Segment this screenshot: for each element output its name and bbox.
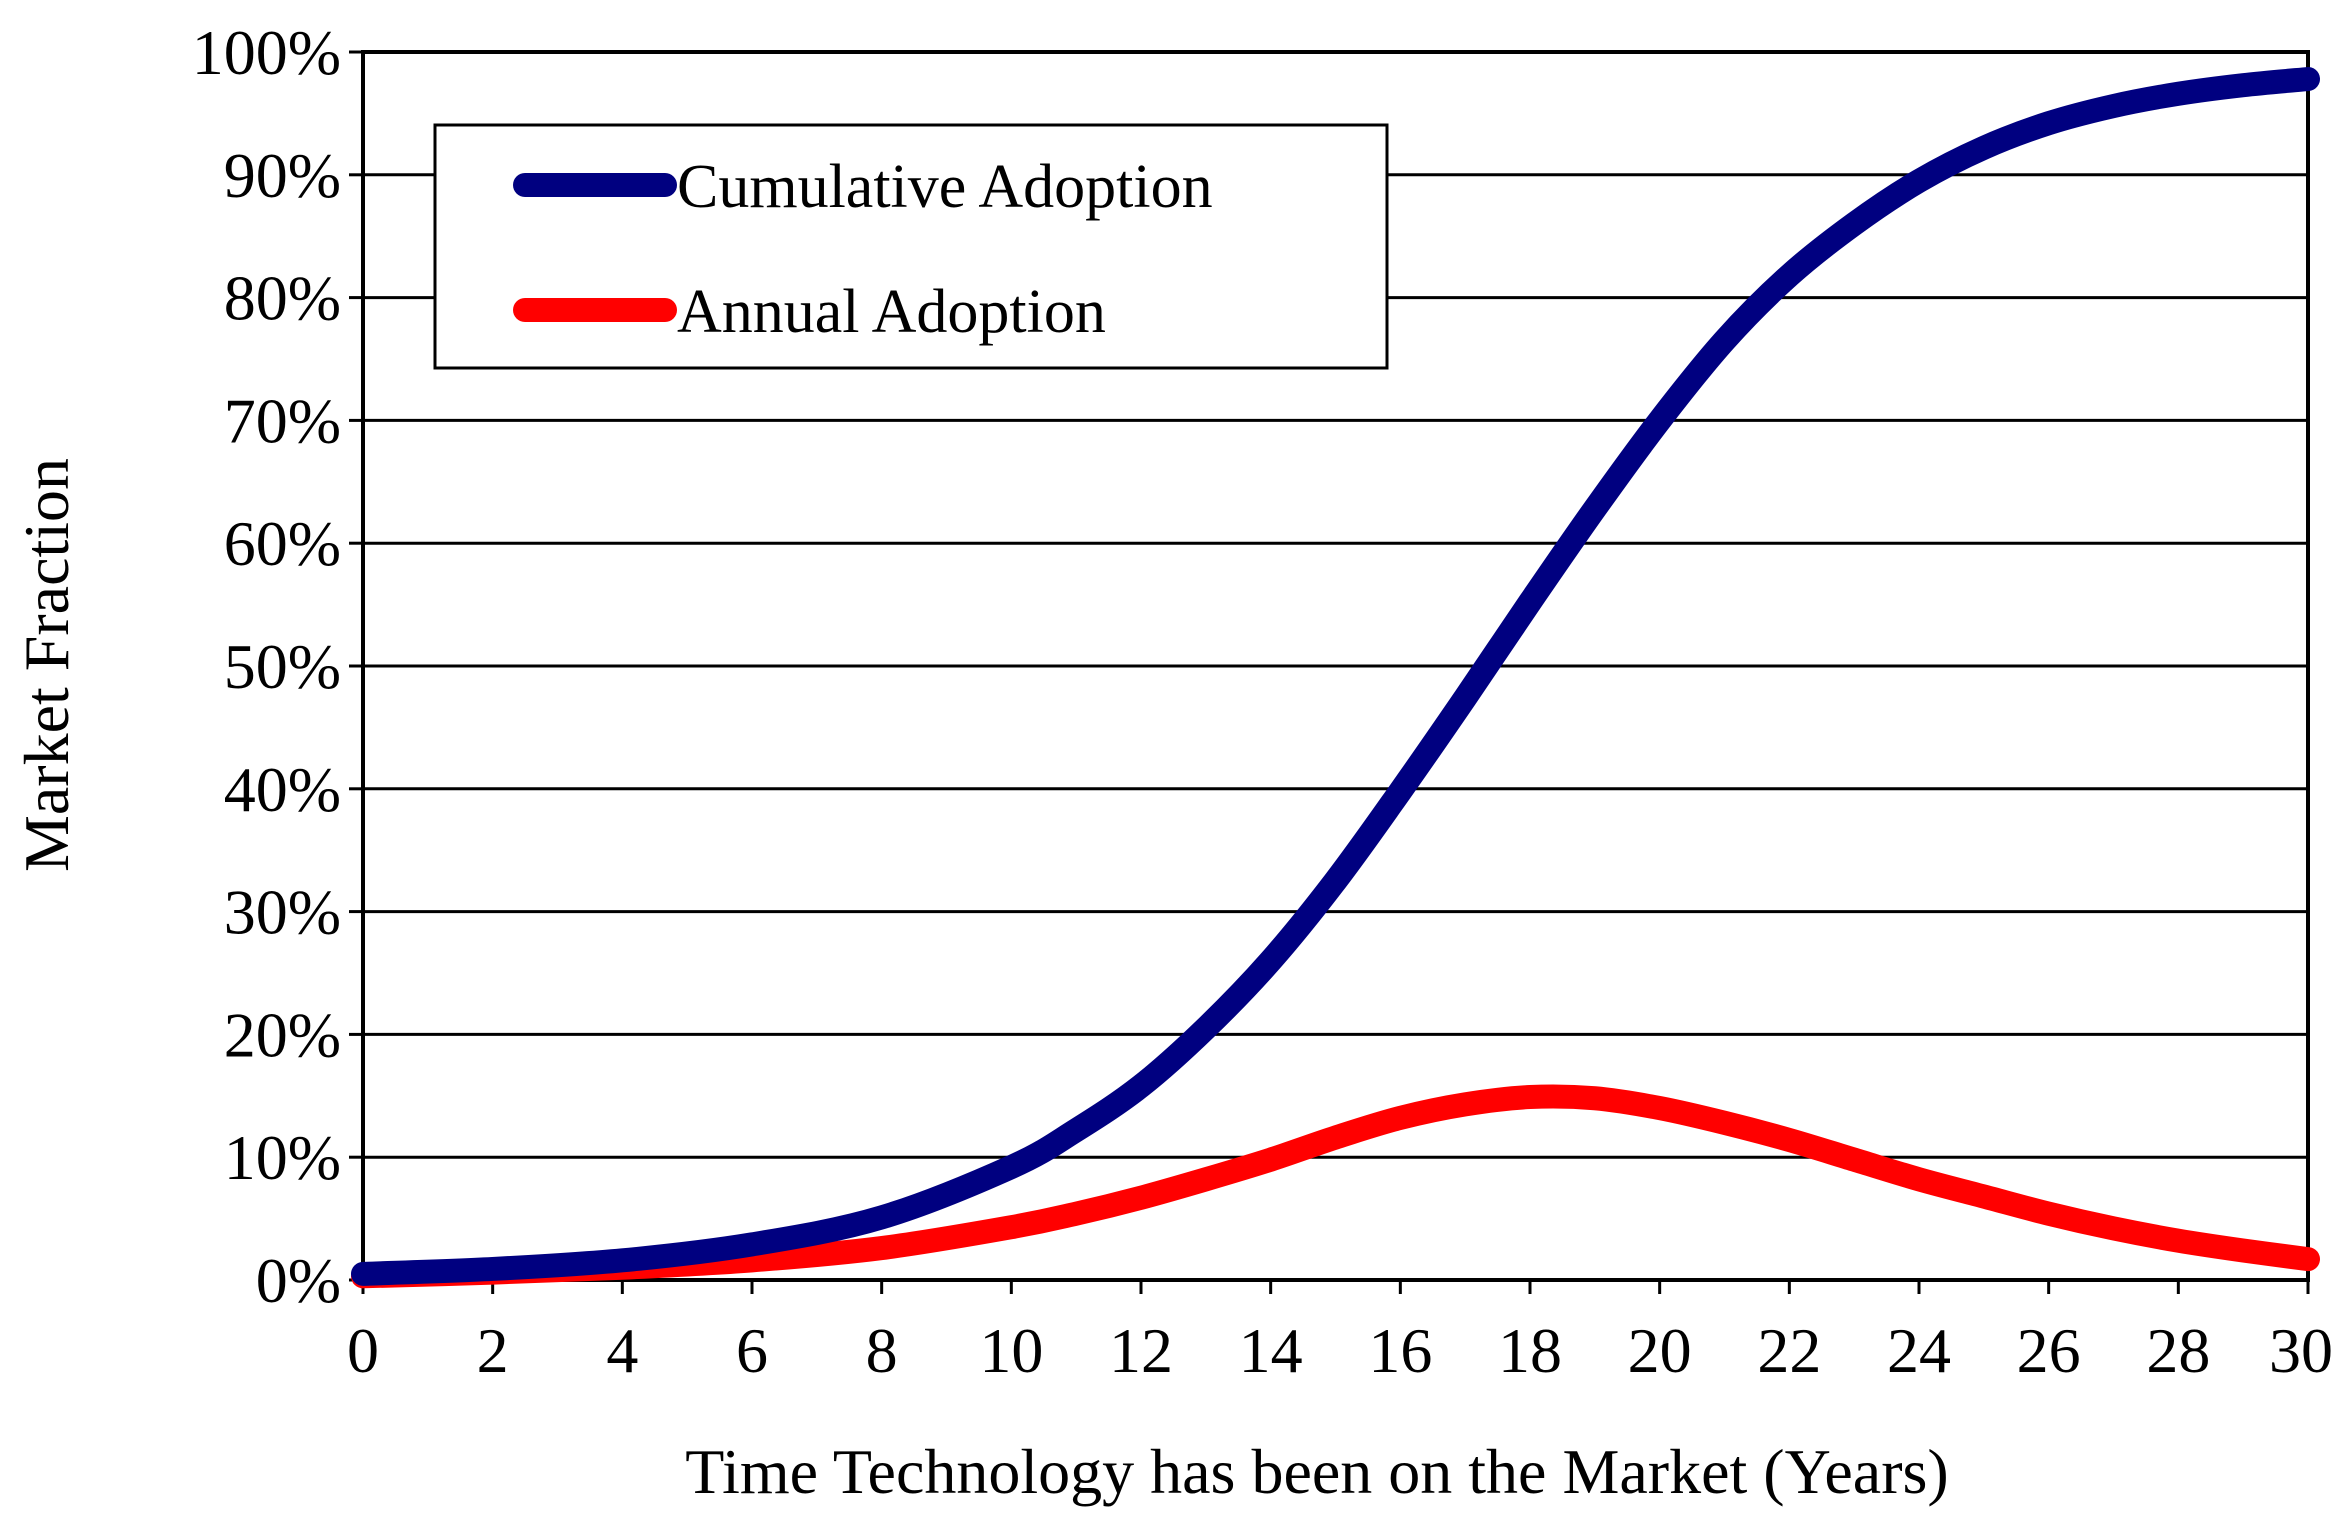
legend-box bbox=[433, 123, 1389, 370]
series-layer bbox=[351, 67, 2320, 1289]
x-tick-label: 18 bbox=[1498, 1315, 1562, 1386]
y-tick-label: 10% bbox=[224, 1122, 341, 1193]
x-tick-label: 6 bbox=[736, 1315, 768, 1386]
x-tick-label: 12 bbox=[1109, 1315, 1173, 1386]
y-tick-label: 50% bbox=[224, 631, 341, 702]
x-tick-label: 22 bbox=[1757, 1315, 1821, 1386]
x-tick-label: 4 bbox=[606, 1315, 638, 1386]
y-tick-label: 90% bbox=[224, 140, 341, 211]
y-axis-title: Market Fraction bbox=[11, 458, 82, 872]
x-tick-label: 20 bbox=[1628, 1315, 1692, 1386]
y-tick-label: 0% bbox=[256, 1245, 341, 1316]
series-line-annual-adoption bbox=[351, 1084, 2320, 1289]
y-tick-label: 70% bbox=[224, 385, 341, 456]
x-axis-ticks: 0 2 4 6 8 10 12 14 16 18 20 22 24 26 28 30 bbox=[347, 1280, 2333, 1386]
x-axis-title: Time Technology has been on the Market (… bbox=[685, 1436, 1948, 1507]
x-tick-label: 10 bbox=[979, 1315, 1043, 1386]
y-tick-label: 60% bbox=[224, 508, 341, 579]
y-axis-ticks: 0% 10% 20% 30% 40% 50% 60% 70% 80% 90% 100% bbox=[192, 17, 363, 1316]
x-tick-label: 26 bbox=[2017, 1315, 2081, 1386]
x-tick-label: 24 bbox=[1887, 1315, 1951, 1386]
x-tick-label: 16 bbox=[1368, 1315, 1432, 1386]
legend-label-cumulative: Cumulative Adoption bbox=[677, 153, 1213, 221]
x-tick-label: 2 bbox=[477, 1315, 509, 1386]
x-tick-label: 14 bbox=[1239, 1315, 1303, 1386]
y-tick-label: 30% bbox=[224, 877, 341, 948]
series-line-cumulative-adoption bbox=[351, 67, 2320, 1286]
legend-label-annual: Annual Adoption bbox=[677, 278, 1106, 346]
x-tick-label: 30 bbox=[2269, 1315, 2333, 1386]
y-tick-label: 100% bbox=[192, 17, 341, 88]
x-tick-label: 28 bbox=[2146, 1315, 2210, 1386]
y-tick-label: 80% bbox=[224, 263, 341, 334]
x-tick-label: 8 bbox=[866, 1315, 898, 1386]
y-tick-label: 20% bbox=[224, 999, 341, 1070]
legend: Cumulative Adoption Annual Adoption bbox=[433, 123, 1389, 370]
x-tick-label: 0 bbox=[347, 1315, 379, 1386]
y-tick-label: 40% bbox=[224, 754, 341, 825]
